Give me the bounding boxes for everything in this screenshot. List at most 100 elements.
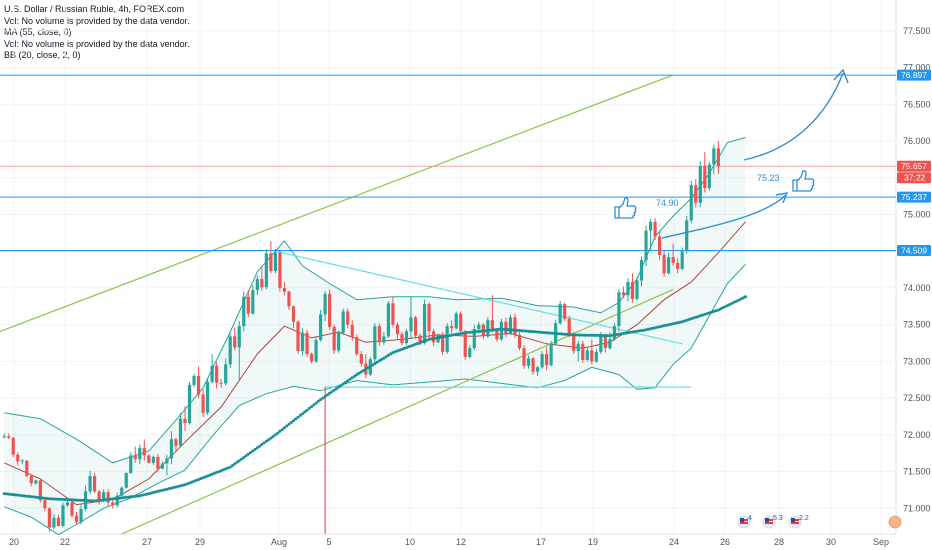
candle-body bbox=[233, 336, 237, 348]
ma-dot bbox=[11, 493, 15, 497]
candle-body bbox=[106, 492, 110, 503]
candle bbox=[545, 346, 549, 371]
candle bbox=[355, 334, 359, 357]
candle bbox=[454, 311, 458, 330]
ma-dot bbox=[565, 332, 569, 336]
candle-body bbox=[617, 292, 621, 327]
candle-body bbox=[432, 331, 436, 343]
ma-dot bbox=[269, 436, 273, 440]
candle-body bbox=[658, 236, 662, 255]
ma-dot bbox=[689, 317, 693, 321]
candle bbox=[278, 251, 282, 292]
candle bbox=[359, 351, 363, 367]
candle bbox=[540, 351, 544, 369]
ma-dot bbox=[77, 498, 81, 502]
candle-body bbox=[563, 304, 567, 319]
candle-body bbox=[445, 326, 449, 352]
candle-body bbox=[653, 221, 657, 237]
ma-dot bbox=[348, 377, 352, 381]
ma-dot bbox=[52, 497, 56, 501]
candle-body bbox=[703, 166, 707, 189]
candle bbox=[7, 433, 11, 440]
candle bbox=[644, 225, 648, 266]
ma-dot bbox=[206, 474, 210, 478]
candle-body bbox=[138, 448, 142, 460]
channel-lower-line bbox=[121, 288, 674, 535]
candle-body bbox=[504, 321, 508, 334]
candle-body bbox=[142, 448, 146, 456]
countdown-label: 37:22 bbox=[904, 173, 926, 183]
candle bbox=[11, 437, 15, 457]
ma-dot bbox=[188, 481, 191, 485]
candle bbox=[549, 340, 553, 367]
ma-dot bbox=[199, 477, 203, 481]
ma-dot bbox=[468, 330, 472, 334]
ma-dot bbox=[70, 498, 74, 502]
candle-body bbox=[282, 287, 287, 292]
ma-dot bbox=[142, 493, 146, 497]
candle-body bbox=[531, 358, 535, 372]
candle-body bbox=[151, 456, 155, 463]
candle-body bbox=[427, 304, 431, 332]
ma-dot bbox=[271, 435, 275, 438]
ma-dot bbox=[364, 367, 368, 371]
candle-body bbox=[576, 343, 580, 352]
candle-body bbox=[11, 437, 15, 455]
thumb-hand bbox=[796, 170, 815, 192]
price-tick-label: 76.500 bbox=[903, 99, 931, 109]
candle bbox=[386, 301, 390, 338]
price-tag: 75.237 bbox=[897, 191, 931, 203]
thumbs-up-icon bbox=[614, 197, 637, 219]
bollinger-lower-band bbox=[4, 264, 746, 536]
bollinger-upper-band bbox=[4, 136, 746, 464]
candle bbox=[174, 437, 178, 451]
candle-body bbox=[667, 257, 671, 274]
ma-dot bbox=[617, 332, 621, 336]
ma-dot bbox=[255, 446, 259, 450]
ma-dot bbox=[120, 496, 124, 500]
candle bbox=[97, 489, 101, 505]
ma-dot bbox=[7, 492, 11, 496]
ma-dot bbox=[47, 497, 51, 501]
candle bbox=[635, 276, 639, 301]
candle-body bbox=[65, 502, 70, 506]
flag-canton bbox=[791, 518, 795, 522]
ma-dot bbox=[398, 348, 402, 352]
candle-body bbox=[441, 334, 445, 352]
ma-dot bbox=[391, 351, 395, 355]
time-tick-label: 17 bbox=[536, 537, 546, 547]
candle-body bbox=[264, 253, 268, 288]
candle bbox=[576, 340, 580, 362]
candle-body bbox=[558, 304, 562, 324]
candle bbox=[79, 504, 83, 525]
ma-dot bbox=[556, 332, 560, 336]
candle-body bbox=[463, 331, 467, 357]
ma-dot bbox=[371, 363, 375, 367]
ma-dot bbox=[350, 376, 354, 380]
candle bbox=[626, 278, 630, 302]
ma-dot bbox=[574, 333, 578, 337]
ma-dot bbox=[226, 466, 230, 470]
ma-dot bbox=[111, 497, 115, 501]
candle-body bbox=[716, 148, 720, 167]
ma-dot bbox=[314, 401, 318, 405]
ma-dot bbox=[61, 497, 65, 501]
price-tick-label: 72.500 bbox=[903, 393, 931, 403]
legend-volume-1: Vol: No volume is provided by the data v… bbox=[4, 15, 190, 26]
candle-body bbox=[278, 252, 282, 288]
ma-dot bbox=[102, 498, 106, 502]
candle bbox=[648, 218, 653, 252]
ma-dot bbox=[169, 486, 173, 490]
ma-dot bbox=[104, 498, 108, 502]
ma-dot bbox=[499, 327, 503, 331]
candle-body bbox=[2, 436, 6, 438]
candle-body bbox=[413, 317, 418, 336]
candle bbox=[147, 453, 151, 464]
ma-dot bbox=[466, 331, 469, 334]
countdown-bg bbox=[897, 172, 931, 184]
ma-dot bbox=[86, 499, 90, 503]
ma-dot bbox=[27, 494, 31, 498]
candle bbox=[450, 320, 454, 334]
candle bbox=[201, 389, 205, 418]
